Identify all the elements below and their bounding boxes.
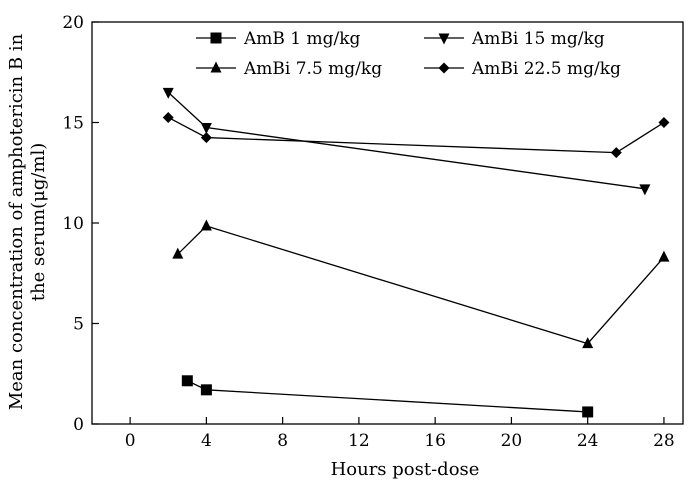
x-tick-label: 12 <box>348 431 370 451</box>
x-tick-label: 8 <box>277 431 288 451</box>
x-tick-label: 0 <box>125 431 136 451</box>
data-point <box>639 184 651 196</box>
data-point <box>658 250 670 262</box>
x-axis-label: Hours post-dose <box>331 459 480 480</box>
series-line-amb-1 <box>187 380 588 413</box>
y-tick-label: 15 <box>62 114 84 134</box>
legend-label: AmBi 7.5 mg/kg <box>243 59 382 79</box>
data-point <box>582 406 594 418</box>
series-line-ambi-22-5 <box>167 116 665 154</box>
series-ambi-15 <box>162 87 651 196</box>
legend-label: AmB 1 mg/kg <box>243 29 361 49</box>
data-point <box>162 87 174 99</box>
series-line-ambi-15 <box>167 91 645 190</box>
data-point <box>200 384 212 396</box>
data-point <box>200 132 212 144</box>
series-amb-1 <box>181 375 594 418</box>
data-point <box>162 111 174 123</box>
legend-marker <box>210 61 222 73</box>
series-line-ambi-7-5 <box>177 225 665 345</box>
y-tick-label: 5 <box>73 315 84 335</box>
data-point <box>172 247 184 259</box>
axes <box>91 21 684 425</box>
data-point <box>610 147 622 159</box>
data-point <box>582 337 594 349</box>
x-axis-ticks: 0 4 8 12 16 20 24 28 <box>125 417 675 451</box>
legend: AmB 1 mg/kg AmBi 7.5 mg/kg AmBi 15 mg/kg Am… <box>196 29 621 79</box>
legend-marker <box>210 32 222 44</box>
series-group <box>162 87 670 418</box>
y-tick-label: 20 <box>62 13 84 33</box>
legend-label: AmBi 15 mg/kg <box>471 29 605 49</box>
series-ambi-7-5 <box>172 219 670 349</box>
series-ambi-22-5 <box>162 111 670 159</box>
data-point <box>658 117 670 128</box>
x-tick-label: 16 <box>424 431 446 451</box>
data-point <box>181 375 193 387</box>
plot-frame <box>91 21 684 425</box>
x-tick-label: 24 <box>577 431 599 451</box>
legend-entry-ambi-15: AmBi 15 mg/kg <box>424 29 605 49</box>
data-point <box>200 123 212 135</box>
x-tick-label: 4 <box>201 431 212 451</box>
y-axis-label-line-1: Mean concentration of amphotericin B in <box>6 33 27 410</box>
y-axis-ticks: 0 5 10 15 20 <box>62 13 99 435</box>
x-tick-label: 28 <box>653 431 675 451</box>
y-tick-label: 0 <box>73 415 84 435</box>
y-tick-label: 10 <box>62 214 84 234</box>
legend-marker <box>438 62 450 74</box>
legend-entry-amb-1: AmB 1 mg/kg <box>196 29 361 49</box>
y-axis-label-line-2: the serum(μg/ml) <box>28 143 49 302</box>
x-tick-label: 20 <box>501 431 523 451</box>
legend-entry-ambi-7-5: AmBi 7.5 mg/kg <box>196 59 382 79</box>
data-point <box>200 219 212 231</box>
legend-label: AmBi 22.5 mg/kg <box>471 59 621 79</box>
legend-marker <box>438 33 450 45</box>
legend-entry-ambi-22-5: AmBi 22.5 mg/kg <box>424 59 621 79</box>
